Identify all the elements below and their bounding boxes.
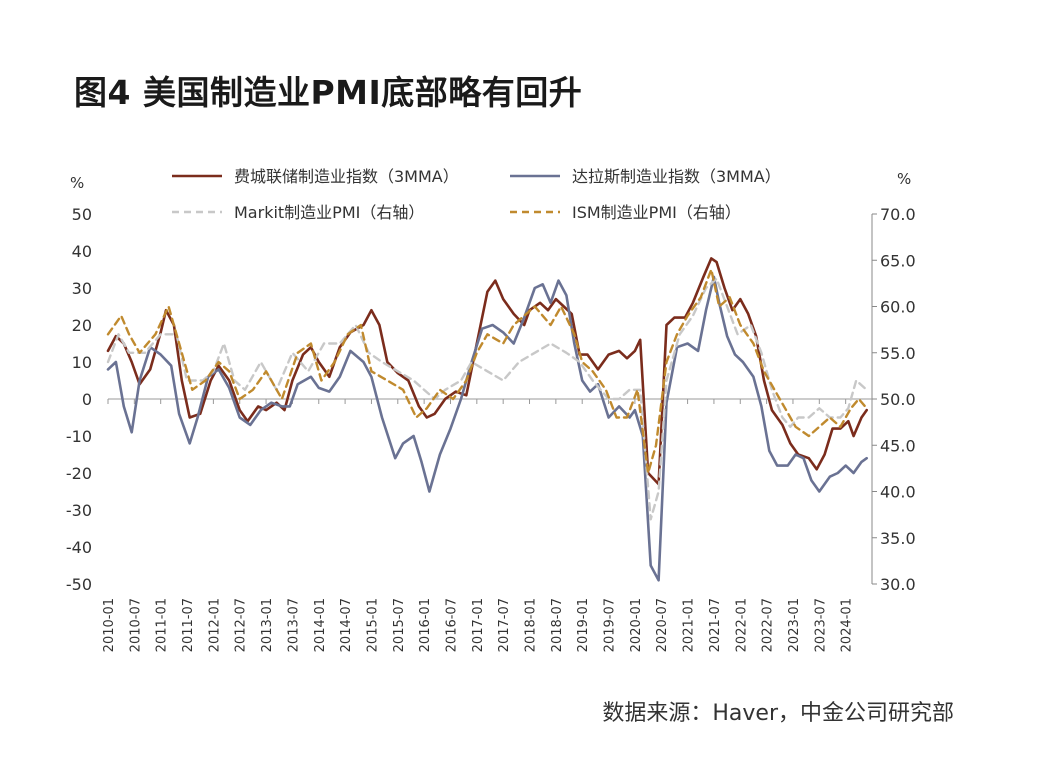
x-tick-label: 2012-07: [234, 598, 249, 652]
left-tick-label: 0: [82, 390, 92, 409]
left-tick-label: 40: [72, 242, 92, 261]
right-unit-label: %: [897, 170, 911, 188]
left-tick-label: 20: [72, 316, 92, 335]
right-tick-label: 55.0: [880, 344, 916, 363]
left-tick-label: -40: [66, 538, 92, 557]
x-tick-label: 2023-07: [813, 598, 828, 652]
chart-title: 图4 美国制造业PMI底部略有回升: [74, 73, 583, 112]
x-tick-label: 2020-01: [629, 598, 644, 652]
x-tick-label: 2015-01: [365, 598, 380, 652]
right-tick-label: 35.0: [880, 529, 916, 548]
right-tick-label: 30.0: [880, 575, 916, 594]
left-tick-label: -50: [66, 575, 92, 594]
right-tick-label: 60.0: [880, 298, 916, 317]
x-tick-label: 2014-07: [339, 598, 354, 652]
x-tick-label: 2013-01: [260, 598, 275, 652]
series-line-4: [106, 268, 868, 475]
x-tick-label: 2010-01: [102, 598, 117, 652]
x-tick-label: 2014-01: [313, 598, 328, 652]
x-tick-label: 2021-07: [708, 598, 723, 652]
x-tick-label: 2015-07: [392, 598, 407, 652]
x-tick-label: 2011-07: [181, 598, 196, 652]
left-unit-label: %: [70, 174, 84, 192]
legend-label-3: Markit制造业PMI（右轴）: [234, 203, 424, 222]
left-tick-label: -30: [66, 501, 92, 520]
series-line-1: [106, 257, 868, 486]
right-tick-label: 45.0: [880, 436, 916, 455]
legend-label-2: 达拉斯制造业指数（3MMA）: [572, 167, 781, 186]
left-tick-label: 50: [72, 205, 92, 224]
x-tick-label: 2016-07: [444, 598, 459, 652]
left-tick-label: -20: [66, 464, 92, 483]
x-tick-label: 2022-07: [761, 598, 776, 652]
series-layer: [106, 257, 868, 582]
x-tick-label: 2011-01: [155, 598, 170, 652]
x-tick-label: 2024-01: [840, 598, 855, 652]
x-tick-label: 2019-01: [576, 598, 591, 652]
x-tick-label: 2017-01: [471, 598, 486, 652]
x-tick-label: 2020-07: [655, 598, 670, 652]
right-tick-label: 70.0: [880, 205, 916, 224]
right-tick-label: 50.0: [880, 390, 916, 409]
x-tick-label: 2018-07: [550, 598, 565, 652]
legend-label-1: 费城联储制造业指数（3MMA）: [234, 167, 459, 186]
left-tick-label: 10: [72, 353, 92, 372]
axes: % % 50 40 30 20 10 0 -10 -20 -30 -40 -50 70.0 65.0 60.0…: [66, 170, 916, 652]
x-tick-label: 2021-01: [682, 598, 697, 652]
left-tick-label: -10: [66, 427, 92, 446]
x-tick-label: 2018-01: [524, 598, 539, 652]
data-source: 数据来源：Haver，中金公司研究部: [602, 701, 954, 726]
legend-label-4: ISM制造业PMI（右轴）: [572, 203, 741, 222]
x-tick-label: 2013-07: [286, 598, 301, 652]
x-tick-label: 2017-07: [497, 598, 512, 652]
x-tick-label: 2019-07: [603, 598, 618, 652]
x-tick-label: 2016-01: [418, 598, 433, 652]
right-tick-label: 65.0: [880, 251, 916, 270]
x-tick-label: 2022-01: [734, 598, 749, 652]
legend: 费城联储制造业指数（3MMA） 达拉斯制造业指数（3MMA） Markit制造业PM…: [172, 167, 781, 222]
right-tick-label: 40.0: [880, 483, 916, 502]
x-tick-label: 2010-07: [128, 598, 143, 652]
left-tick-label: 30: [72, 279, 92, 298]
x-tick-label: 2012-01: [207, 598, 222, 652]
series-line-2: [106, 275, 868, 582]
x-tick-label: 2023-01: [787, 598, 802, 652]
